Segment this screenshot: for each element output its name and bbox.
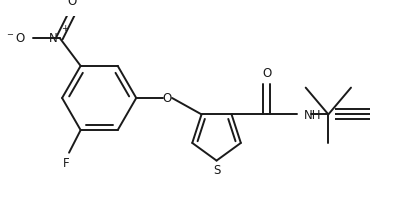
Text: +: + — [61, 24, 69, 33]
Text: NH: NH — [304, 108, 321, 121]
Text: O: O — [68, 0, 77, 8]
Text: N: N — [49, 32, 58, 45]
Text: O: O — [163, 92, 172, 105]
Text: O: O — [262, 66, 271, 79]
Text: S: S — [213, 163, 220, 176]
Text: $^-$O: $^-$O — [5, 32, 27, 45]
Text: F: F — [63, 156, 69, 169]
